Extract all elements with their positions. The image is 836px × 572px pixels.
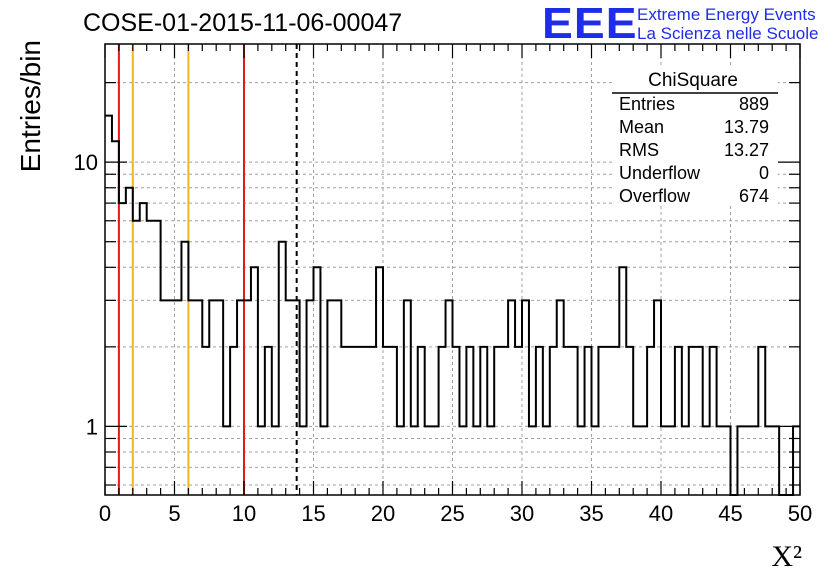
x-tick-label: 25 [440, 501, 464, 526]
x-tick-label: 15 [301, 501, 325, 526]
reference-lines [117, 44, 298, 495]
x-tick-label: 50 [788, 501, 812, 526]
logo-line-1: Extreme Energy Events [637, 5, 816, 24]
grid-lines [105, 44, 800, 495]
stats-row-value: 13.27 [724, 140, 769, 160]
logo-mark: EEE [542, 0, 638, 48]
stats-row-label: Overflow [619, 186, 691, 206]
stats-box-title: ChiSquare [648, 70, 738, 91]
stats-rows: Entries 889 Mean 13.79 RMS 13.27 Underflow 0 Ove… [619, 94, 769, 206]
y-tick-label: 1 [86, 414, 98, 439]
stats-row-value: 889 [739, 94, 769, 114]
stats-row-label: Entries [619, 94, 675, 114]
x-tick-label: 0 [99, 501, 111, 526]
y-axis-label: Entries/bin [15, 40, 46, 172]
y-tick-labels: 1 10 [74, 150, 98, 439]
axis-ticks [104, 44, 801, 495]
stats-row-value: 674 [739, 186, 769, 206]
x-tick-label: 30 [510, 501, 534, 526]
x-tick-labels: 0 5 10 15 20 25 30 35 40 45 50 [99, 501, 812, 526]
stats-box: ChiSquare Entries 889 Mean 13.79 RMS 13.27 Und… [612, 66, 778, 206]
x-tick-label: 45 [718, 501, 742, 526]
stats-row-label: Mean [619, 117, 664, 137]
x-tick-label: 20 [371, 501, 395, 526]
x-tick-label: 35 [579, 501, 603, 526]
y-tick-label: 10 [74, 150, 98, 175]
x-tick-label: 5 [168, 501, 180, 526]
stats-row-value: 0 [759, 163, 769, 183]
chart-title: COSE-01-2015-11-06-00047 [83, 9, 403, 37]
eee-logo: EEE Extreme Energy Events La Scienza nel… [542, 0, 836, 48]
x-axis-label: X² [771, 540, 802, 572]
stats-box-background [612, 66, 778, 206]
x-tick-label: 10 [232, 501, 256, 526]
x-tick-label: 40 [649, 501, 673, 526]
stats-row-label: Underflow [619, 163, 701, 183]
histogram-outline [105, 114, 800, 496]
stats-row-value: 13.79 [724, 117, 769, 137]
stats-row-label: RMS [619, 140, 659, 160]
logo-line-2: La Scienza nelle Scuole [637, 24, 819, 43]
